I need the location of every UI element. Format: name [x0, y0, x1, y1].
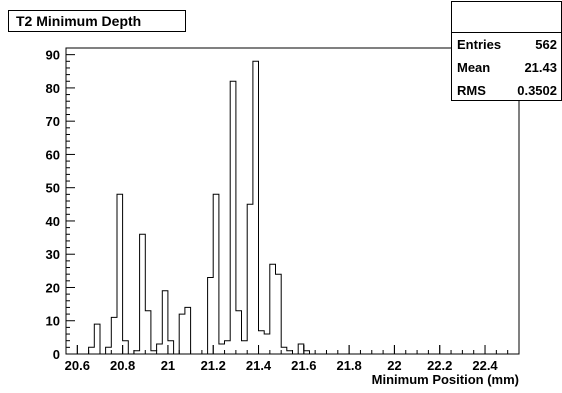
x-tick-label: 20.6: [65, 358, 90, 373]
histogram-bin: [162, 291, 168, 354]
y-tick-label: 50: [46, 181, 60, 196]
histogram-bin: [247, 204, 253, 354]
x-tick-label: 22.2: [427, 358, 452, 373]
histogram-bin: [253, 61, 259, 354]
x-tick-label: 22: [387, 358, 401, 373]
stats-value: 562: [535, 37, 557, 52]
stats-header: [452, 2, 561, 33]
x-tick-label: 21.2: [201, 358, 226, 373]
y-tick-label: 30: [46, 247, 60, 262]
histogram-bin: [145, 311, 151, 354]
histogram-bin: [117, 194, 123, 354]
y-tick-label: 70: [46, 114, 60, 129]
y-tick-label: 90: [46, 48, 60, 63]
histogram-bin: [89, 347, 95, 354]
histogram-bin: [168, 341, 174, 354]
histogram-bin: [242, 341, 248, 354]
histogram-outline: [88, 60, 310, 355]
x-tick-label: 21.8: [336, 358, 361, 373]
y-tick-label: 0: [53, 347, 60, 362]
histogram-bin: [298, 344, 304, 354]
stats-label: RMS: [457, 83, 486, 98]
y-tick-label: 60: [46, 147, 60, 162]
y-tick-label: 10: [46, 314, 60, 329]
histogram-bin: [281, 347, 287, 354]
stats-box: Entries 562 Mean 21.43 RMS 0.3502: [451, 1, 562, 101]
x-axis-label: Minimum Position (mm): [372, 372, 519, 387]
histogram-bin: [230, 81, 236, 354]
x-tick-label: 20.8: [110, 358, 135, 373]
y-tick-label: 40: [46, 214, 60, 229]
axis-ticks: 20.6 20.8 21 21.2 21.4 21.6 21.8 22 22.2 22.4 0 10 2…: [46, 47, 520, 373]
stats-label: Entries: [457, 37, 502, 52]
stats-row-entries: Entries 562: [452, 33, 561, 56]
histogram-bin: [259, 331, 265, 354]
histogram-bin: [123, 341, 129, 354]
histogram-bin: [264, 334, 270, 354]
histogram-bin: [213, 194, 219, 354]
stats-value: 0.3502: [517, 83, 557, 98]
y-tick-label: 80: [46, 81, 60, 96]
histogram-bin: [208, 278, 214, 355]
histogram-bin: [140, 234, 146, 354]
histogram-bin: [270, 264, 276, 354]
stats-row-mean: Mean 21.43: [452, 56, 561, 79]
stats-value: 21.43: [524, 60, 557, 75]
histogram-bin: [157, 344, 163, 354]
x-tick-label: 22.4: [472, 358, 498, 373]
stats-row-rms: RMS 0.3502: [452, 79, 561, 102]
x-tick-label: 21.4: [246, 358, 272, 373]
histogram-bin: [94, 324, 100, 354]
histogram-bin: [111, 317, 117, 354]
histogram-bin: [179, 314, 185, 354]
histogram-bin: [225, 341, 231, 354]
histogram-bin: [236, 311, 242, 354]
histogram-bin: [276, 274, 282, 354]
histogram-bin: [219, 344, 225, 354]
stats-label: Mean: [457, 60, 491, 75]
y-tick-label: 20: [46, 280, 60, 295]
histogram-bin: [185, 307, 191, 354]
histogram-bin: [106, 347, 112, 354]
x-tick-label: 21: [161, 358, 175, 373]
x-tick-label: 21.6: [291, 358, 316, 373]
chart-title: T2 Minimum Depth: [8, 10, 186, 32]
